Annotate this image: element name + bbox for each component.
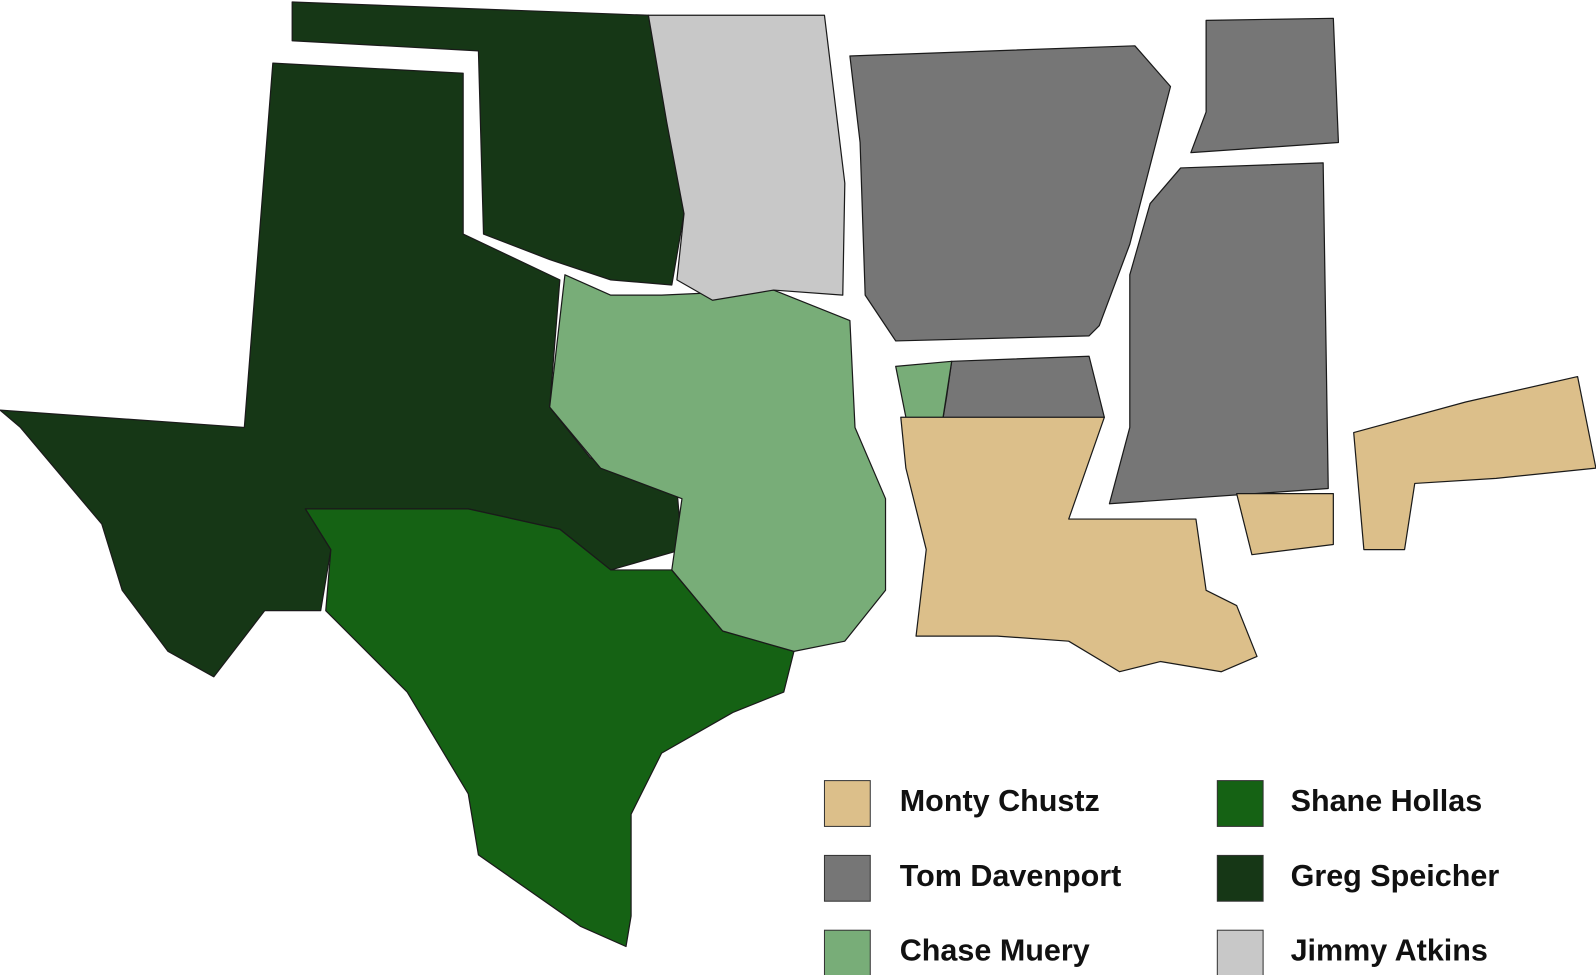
legend-swatch	[823, 929, 871, 975]
region-east-strip	[1353, 375, 1596, 551]
region-arkansas	[849, 45, 1172, 342]
region-east-oklahoma	[647, 14, 846, 301]
legend-label: Monty Chustz	[900, 784, 1100, 818]
legend-swatch	[1216, 780, 1264, 827]
legend: Monty Chustz Tom Davenport Chase Muery Shan…	[823, 780, 1500, 975]
region-south-texas	[304, 508, 795, 948]
legend-label: Chase Muery	[900, 934, 1090, 968]
legend-swatch	[1216, 929, 1264, 975]
legend-swatch	[823, 780, 871, 827]
legend-label: Greg Speicher	[1291, 859, 1500, 893]
region-south-mississippi	[1236, 492, 1334, 556]
legend-label: Shane Hollas	[1291, 784, 1483, 818]
legend-swatch	[823, 854, 871, 902]
legend-label: Jimmy Atkins	[1291, 934, 1488, 968]
legend-label: Tom Davenport	[900, 859, 1122, 893]
region-louisiana	[900, 416, 1258, 673]
legend-swatch	[1216, 854, 1264, 902]
regions	[0, 1, 1596, 948]
region-north-east	[1190, 17, 1340, 154]
region-mississippi	[1108, 162, 1329, 505]
